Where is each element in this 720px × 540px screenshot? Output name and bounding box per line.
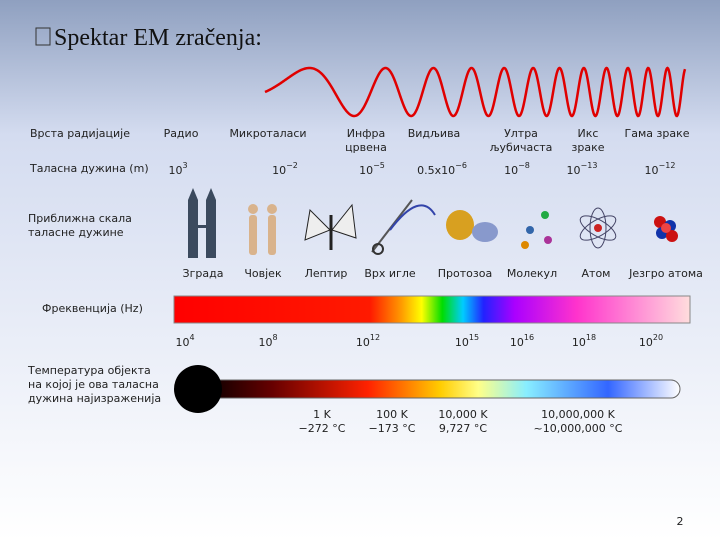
object-label: Зграда: [183, 267, 224, 280]
frequency-exponent: 12: [370, 333, 380, 342]
object-label: Човјек: [244, 267, 282, 280]
row-label: дужина најизраженија: [28, 392, 161, 405]
frequency: 1020: [639, 333, 663, 349]
row-label: Приближна скала: [28, 212, 132, 225]
wavelength-base: 10: [645, 164, 659, 177]
icons: [188, 188, 678, 258]
object-label: Протозоа: [438, 267, 492, 280]
frequency-exponent: 20: [653, 333, 663, 342]
wavelength-exponent: −5: [373, 161, 385, 170]
radiation-type: Видљива: [408, 127, 461, 140]
frequency-exponent: 18: [586, 333, 596, 342]
wavelength: 103: [168, 161, 187, 177]
row-label: Таласна дужина (m): [29, 162, 149, 175]
frequency-base: 10: [572, 336, 586, 349]
wavelength-exponent: −13: [581, 161, 598, 170]
wavelength: 10−2: [272, 161, 298, 177]
frequency-base: 10: [510, 336, 524, 349]
radiation-type: Гама зраке: [625, 127, 690, 140]
wavelength-exponent: 3: [182, 161, 187, 170]
row-label: таласне дужине: [28, 226, 124, 239]
frequency-base: 10: [175, 336, 189, 349]
row-label: на којој је ова таласна: [28, 378, 159, 391]
temperature-celsius: 9,727 °C: [439, 422, 487, 435]
frequency: 104: [175, 333, 194, 349]
wavelength: 10−8: [504, 161, 530, 177]
radiation-type: Икс: [578, 127, 599, 140]
object-label: Атом: [582, 267, 611, 280]
frequency-base: 10: [258, 336, 272, 349]
frequency: 1012: [356, 333, 380, 349]
wavelength-base: 10: [567, 164, 581, 177]
temperature-kelvin: 1 K: [313, 408, 331, 421]
wavelength-base: 10: [168, 164, 182, 177]
wavelength-base: 10: [272, 164, 286, 177]
temperature-kelvin: 10,000,000 K: [541, 408, 615, 421]
frequency-base: 10: [639, 336, 653, 349]
wavelength-exponent: −2: [286, 161, 298, 170]
frequency-base: 10: [455, 336, 469, 349]
wavelength: 10−12: [645, 161, 676, 177]
wavelength: 10−5: [359, 161, 385, 177]
radiation-type: Ултра: [504, 127, 538, 140]
object-label: Молекул: [507, 267, 557, 280]
spectrum-bar: [173, 295, 691, 324]
radiation-type: зраке: [572, 141, 605, 154]
row-label: Фреквенција (Hz): [42, 302, 143, 315]
frequency-base: 10: [356, 336, 370, 349]
frequency-exponent: 4: [189, 333, 194, 342]
bullet: [35, 27, 51, 46]
radiation-type: Инфра: [347, 127, 386, 140]
wavelength-exponent: −12: [659, 161, 676, 170]
wavelength: 10−13: [567, 161, 598, 177]
wavelength-base: 0.5x10: [417, 164, 455, 177]
radiation-type: Радио: [164, 127, 199, 140]
frequency: 108: [258, 333, 277, 349]
object-label: Врх игле: [364, 267, 415, 280]
temperature-kelvin: 100 K: [376, 408, 408, 421]
frequency-exponent: 8: [272, 333, 277, 342]
frequency: 1016: [510, 333, 534, 349]
temperature-celsius: −173 °C: [369, 422, 416, 435]
wavelength-exponent: −8: [518, 161, 530, 170]
wavelength-base: 10: [504, 164, 518, 177]
temperature-celsius: −272 °C: [299, 422, 346, 435]
thermometer-bulb: [174, 365, 222, 413]
frequency-exponent: 15: [469, 333, 479, 342]
temperature-kelvin: 10,000 K: [438, 408, 488, 421]
object-label: Језгро атома: [628, 267, 703, 280]
thermometer-tube: [199, 379, 681, 399]
wavelength-exponent: −6: [455, 161, 467, 170]
frequency: 1018: [572, 333, 596, 349]
radiation-type: црвена: [345, 141, 387, 154]
row-label: Температура објекта: [27, 364, 151, 377]
title: Spektar EM zračenja:: [54, 25, 262, 51]
radiation-type: љубичаста: [490, 141, 553, 154]
temperature-celsius: ~10,000,000 °C: [534, 422, 623, 435]
frequency-exponent: 16: [524, 333, 534, 342]
wavelength-base: 10: [359, 164, 373, 177]
object-label: Лептир: [305, 267, 348, 280]
frequency: 1015: [455, 333, 479, 349]
radiation-type: Микроталаси: [229, 127, 306, 140]
row-label: Врста радијације: [30, 127, 130, 140]
page-number: 2: [677, 515, 684, 528]
wavelength: 0.5x10−6: [417, 161, 467, 177]
wave: [264, 66, 687, 118]
